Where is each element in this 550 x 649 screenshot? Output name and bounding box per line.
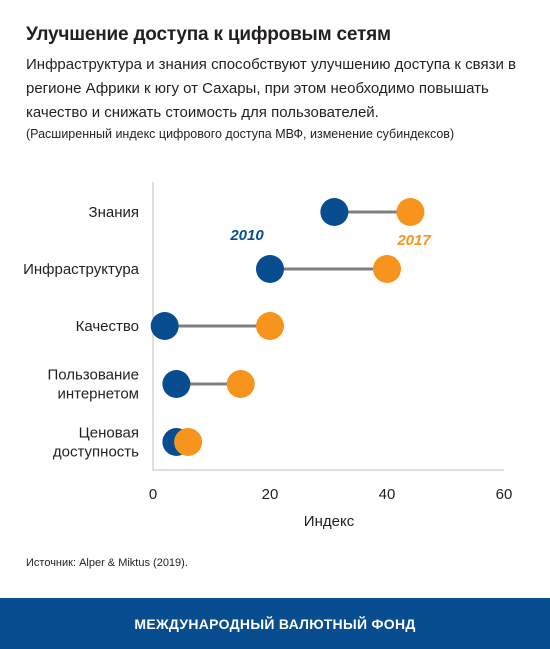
dot-2010	[150, 312, 179, 340]
dot-2017	[256, 312, 284, 340]
legend-label-2017: 2017	[396, 232, 431, 249]
category-label-line: Инфраструктура	[23, 261, 140, 278]
footer-label: МЕЖДУНАРОДНЫЙ ВАЛЮТНЫЙ ФОНД	[134, 615, 416, 632]
chart-note: (Расширенный индекс цифрового доступа МВ…	[26, 127, 455, 141]
dot-2017	[226, 370, 255, 398]
x-tick-label: 20	[262, 486, 279, 503]
dot-2017	[396, 198, 425, 226]
footer-bar: МЕЖДУНАРОДНЫЙ ВАЛЮТНЫЙ ФОНД	[0, 598, 550, 649]
x-axis-title: Индекс	[304, 513, 355, 530]
category-label-line: Знания	[89, 204, 139, 221]
chart-title: Улучшение доступа к цифровым сетям	[26, 24, 391, 45]
legend-label-2010: 2010	[229, 227, 264, 244]
dot-2010	[320, 198, 349, 226]
dot-2010	[162, 370, 191, 398]
x-tick-label: 40	[379, 486, 396, 503]
category-label-line: доступность	[53, 444, 139, 461]
source-note: Источник: Alper & Miktus (2019).	[26, 557, 188, 569]
category-label-line: интернетом	[57, 386, 139, 403]
category-label: Инфраструктура	[23, 261, 140, 278]
category-label: Знания	[89, 204, 139, 221]
dot-2017	[174, 428, 203, 456]
dot-2010	[256, 255, 284, 283]
dumbbell-chart: 0 20 40 60 Индекс Знания Инфраструктура Качеств…	[23, 182, 513, 530]
chart-subtitle: Инфраструктура и знания способствуют улу…	[26, 56, 516, 121]
category-label: Ценовая доступность	[53, 425, 139, 461]
x-tick-label: 0	[149, 486, 157, 503]
category-label-line: Пользование	[47, 367, 139, 384]
dot-2017	[373, 255, 401, 283]
category-label-line: Ценовая	[79, 425, 139, 442]
category-label-line: Качество	[76, 318, 139, 335]
x-tick-label: 60	[496, 486, 513, 503]
category-label: Качество	[76, 318, 139, 335]
category-label: Пользование интернетом	[47, 367, 139, 403]
